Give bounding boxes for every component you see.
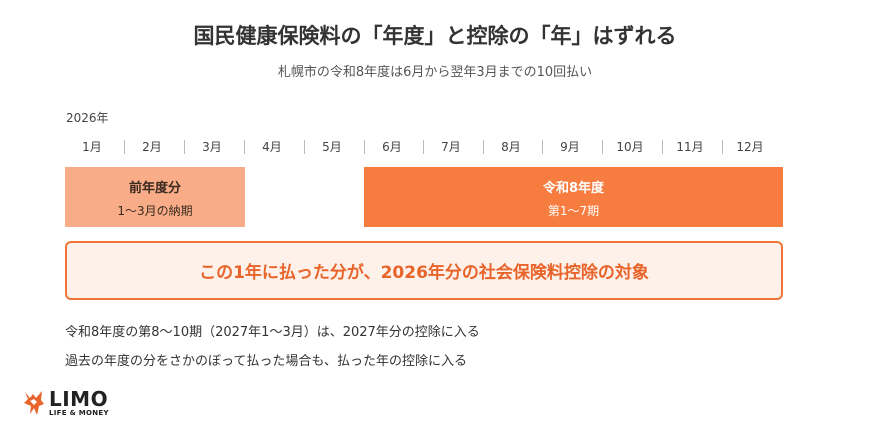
logo-tagline: LIFE & MONEY [49,409,109,417]
current-fiscal-year-block: 令和8年度 第1〜7期 [364,167,783,227]
current-fiscal-year-title: 令和8年度 [542,181,605,196]
month-divider [662,140,663,154]
month-label-2: 2月 [142,140,162,154]
deduction-highlight-text: この1年に払った分が、2026年分の社会保険料控除の対象 [199,263,649,283]
month-label-3: 3月 [202,140,222,154]
month-label-4: 4月 [262,140,282,154]
note-line-2: 過去の年度の分をさかのぼって払った場合も、払った年の控除に入る [65,354,467,369]
note-line-1: 令和8年度の第8〜10期（2027年1〜3月）は、2027年分の控除に入る [65,325,480,340]
month-label-7: 7月 [441,140,461,154]
diagram-title: 国民健康保険料の「年度」と控除の「年」はずれる [193,24,677,48]
month-label-8: 8月 [501,140,521,154]
diagram-subtitle: 札幌市の令和8年度は6月から翌年3月までの10回払い [277,65,593,80]
fox-logo-icon [24,391,44,415]
month-divider [364,140,365,154]
deduction-highlight-box: この1年に払った分が、2026年分の社会保険料控除の対象 [65,241,783,300]
month-divider [184,140,185,154]
month-label-5: 5月 [322,140,342,154]
previous-fiscal-year-block: 前年度分 1〜3月の納期 [65,167,245,227]
month-divider [602,140,603,154]
month-label-9: 9月 [560,140,580,154]
month-label-1: 1月 [82,140,102,154]
month-label-12: 12月 [736,140,764,154]
month-divider [304,140,305,154]
month-label-6: 6月 [382,140,402,154]
previous-fiscal-year-subtitle: 1〜3月の納期 [117,204,193,218]
month-label-11: 11月 [676,140,704,154]
logo-name: LIMO [49,387,109,411]
previous-fiscal-year-title: 前年度分 [128,181,181,196]
month-divider [542,140,543,154]
limo-logo: LIMO LIFE & MONEY [22,386,109,420]
month-label-10: 10月 [616,140,644,154]
current-fiscal-year-subtitle: 第1〜7期 [547,204,600,218]
month-divider [423,140,424,154]
month-divider [483,140,484,154]
year-label: 2026年 [66,111,109,125]
month-divider [244,140,245,154]
month-divider [124,140,125,154]
month-divider [722,140,723,154]
